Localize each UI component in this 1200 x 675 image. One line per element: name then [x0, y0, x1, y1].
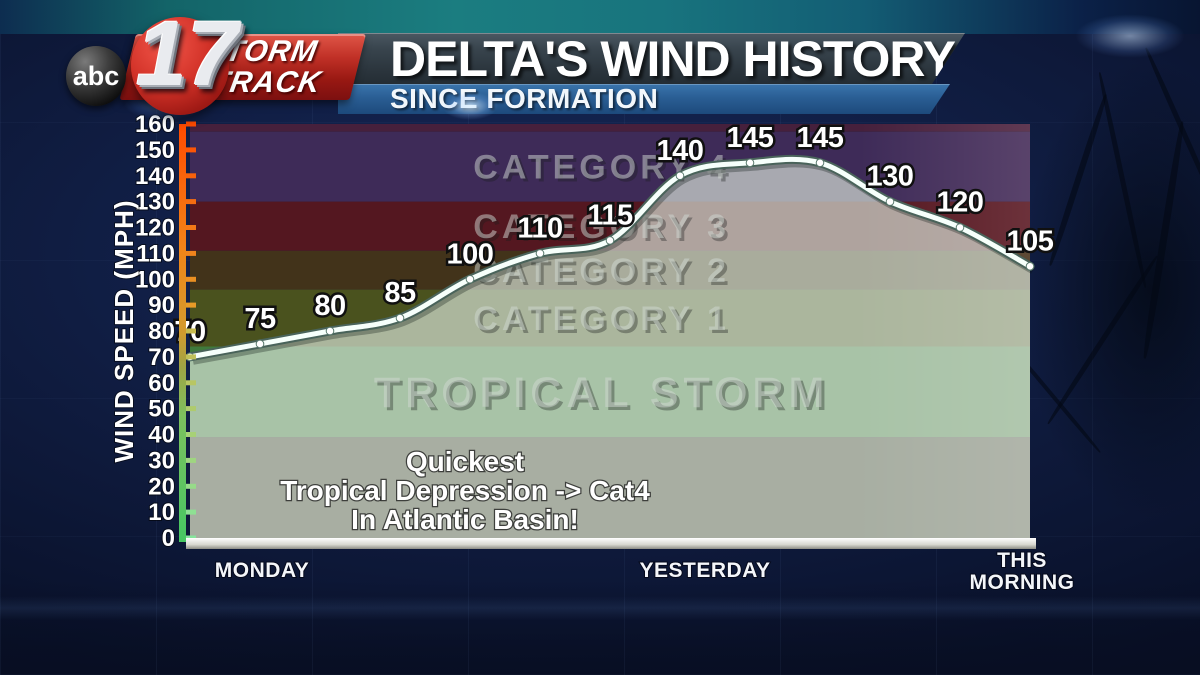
x-label-this-morning-2: MORNING [970, 571, 1075, 594]
data-point-145 [815, 158, 825, 168]
band-label-category-4: CATEGORY 4 [473, 149, 730, 187]
y-tick [186, 302, 196, 308]
y-tick [186, 199, 196, 205]
band-band [190, 124, 1030, 132]
value-label: 110 [517, 212, 562, 244]
value-label: 75 [244, 303, 276, 335]
band-label-category-3: CATEGORY 3 [473, 208, 730, 246]
y-tick-label: 30 [148, 447, 175, 474]
y-tick [186, 509, 196, 515]
y-tick-label: 90 [148, 292, 175, 319]
data-point-140 [675, 171, 685, 181]
annotation-line: Quickest [406, 446, 524, 477]
page-subtitle: SINCE FORMATION [390, 83, 659, 114]
wind-speed-line [185, 154, 1035, 365]
y-tick-label: 110 [136, 240, 175, 267]
y-tick [186, 276, 196, 282]
y-tick [186, 328, 196, 334]
data-point-115 [605, 236, 615, 245]
value-label: 85 [384, 277, 416, 309]
title-banner: DELTA'S WIND HISTORY [338, 33, 965, 84]
value-label: 140 [657, 135, 704, 167]
subtitle-banner: SINCE FORMATION [338, 84, 950, 114]
abc-network-logo: abc [66, 46, 126, 106]
data-point-85 [395, 313, 405, 323]
y-tick [186, 380, 196, 386]
y-tick [186, 457, 196, 463]
station-logo: STORM TRACK abc 17 [0, 0, 380, 130]
data-point-100 [465, 274, 475, 284]
band-label-tropical-storm: TROPICAL STORM [374, 369, 829, 417]
data-point-110 [535, 249, 545, 258]
y-tick-label: 60 [148, 370, 175, 397]
data-point-130 [885, 197, 895, 206]
y-tick [186, 173, 196, 179]
page-title: DELTA'S WIND HISTORY [390, 31, 956, 87]
y-tick-label: 120 [135, 215, 175, 242]
value-label: 115 [587, 199, 633, 231]
y-tick-label: 70 [148, 344, 175, 371]
x-label-monday: MONDAY [215, 559, 309, 582]
wind-area-fill [190, 159, 1030, 539]
y-tick-label: 80 [148, 318, 175, 345]
data-point-80 [325, 326, 335, 336]
y-tick [186, 432, 196, 437]
y-tick-label: 100 [135, 266, 175, 293]
x-label-this-morning: THIS [997, 549, 1047, 572]
channel-circle [131, 17, 229, 115]
value-label: 145 [797, 122, 844, 154]
band-label-tropical-storm-shadow: TROPICAL STORM [377, 372, 832, 420]
y-tick-label: 0 [162, 525, 175, 552]
channel-number: 17 [135, 3, 239, 105]
annotation-line: Tropical Depression -> Cat4 [280, 475, 650, 506]
band-label-category-1-shadow: CATEGORY 1 [476, 303, 733, 341]
horizon-glow [0, 596, 1200, 620]
data-point-120 [955, 223, 965, 232]
x-axis-baseline [186, 538, 1036, 549]
y-tick-label: 140 [135, 163, 175, 190]
y-tick-label: 10 [148, 499, 175, 526]
point-value-labels: 70 75 80 85 100 110 115 140 145 145 130 120 105 [172, 119, 1057, 350]
value-label: 100 [447, 238, 494, 270]
data-point-145 [745, 158, 755, 168]
value-label: 120 [937, 187, 984, 219]
y-tick-label: 130 [135, 189, 175, 216]
y-tick-label: 40 [148, 422, 175, 449]
value-label: 145 [727, 122, 774, 154]
y-tick [186, 406, 196, 412]
y-tick [186, 147, 196, 153]
value-label: 105 [1007, 225, 1054, 257]
data-point-75 [255, 339, 265, 349]
y-axis-bar [179, 124, 186, 542]
data-point-105 [1025, 262, 1035, 271]
y-tick [186, 225, 196, 230]
y-axis-title: WIND SPEED (MPH) [109, 200, 139, 463]
y-tick-label: 20 [148, 473, 175, 500]
y-tick-label: 50 [148, 396, 175, 423]
value-label: 70 [174, 316, 205, 348]
y-tick [186, 250, 196, 256]
value-label: 80 [314, 290, 345, 322]
y-tick [186, 483, 196, 489]
value-label: 130 [867, 161, 914, 193]
x-label-yesterday: YESTERDAY [640, 559, 771, 582]
y-tick-label: 150 [135, 137, 175, 164]
abc-text: abc [72, 60, 120, 91]
y-tick [186, 354, 196, 360]
annotation-line: In Atlantic Basin! [351, 504, 579, 535]
band-label-category-1: CATEGORY 1 [473, 300, 730, 338]
